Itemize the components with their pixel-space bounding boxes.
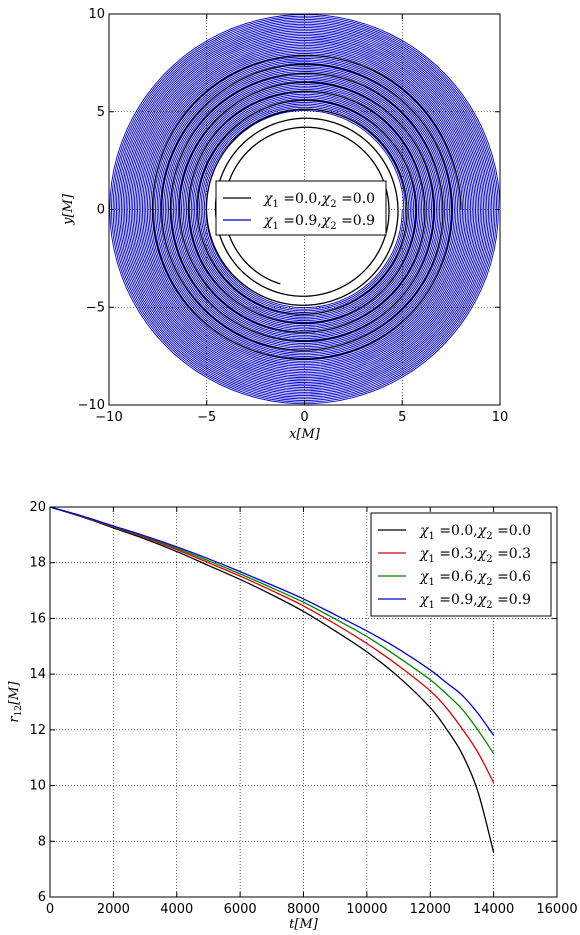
y-axis-label: r12[M] <box>7 681 24 723</box>
x-tick-label: 4000 <box>160 902 193 917</box>
y-axis-label: y[M] <box>61 193 76 226</box>
series-line-2 <box>49 506 495 754</box>
y-tick-label: 14 <box>29 667 46 682</box>
legend-label: χ1 =0.0,χ2 =0.0 <box>419 523 531 542</box>
series-line-3 <box>49 506 495 736</box>
y-tick-label: 0 <box>97 203 105 218</box>
legend: χ1 =0.0,χ2 =0.0 χ1 =0.9,χ2 =0.9 <box>215 180 387 236</box>
x-tick-label: 10000 <box>346 902 387 917</box>
y-tick-label: −5 <box>86 300 105 315</box>
y-tick-label: 20 <box>29 500 46 515</box>
series-line-spin-0.0 <box>151 54 462 360</box>
y-tick-label: 8 <box>38 834 46 849</box>
x-tick-label: −5 <box>197 410 216 425</box>
y-tick-label: 12 <box>29 723 46 738</box>
series-line-0 <box>49 506 495 853</box>
legend-label: χ1 =0.9,χ2 =0.9 <box>263 213 375 232</box>
y-tick-label: 16 <box>29 611 46 626</box>
x-tick-label: 2000 <box>97 902 130 917</box>
legend-label: χ1 =0.3,χ2 =0.3 <box>419 546 531 565</box>
y-tick-label: 5 <box>97 105 105 120</box>
y-tick-label: 10 <box>29 779 46 794</box>
legend-box <box>215 180 387 236</box>
legend-label: χ1 =0.9,χ2 =0.9 <box>419 592 531 611</box>
x-tick-label: 14000 <box>473 902 514 917</box>
series-line-1 <box>49 506 495 784</box>
x-tick-label: 6000 <box>224 902 257 917</box>
x-tick-label: 12000 <box>410 902 451 917</box>
x-tick-label: 5 <box>398 410 406 425</box>
legend-label: χ1 =0.0,χ2 =0.0 <box>263 191 375 210</box>
y-tick-label: 10 <box>88 7 105 22</box>
x-axis-label: x[M] <box>289 427 321 442</box>
separation-plot: 0 2000 4000 6000 8000 10000 12000 14000 16000 6 8 1… <box>7 500 578 932</box>
x-tick-label: 0 <box>46 902 54 917</box>
orbit-plot: −10 −5 0 5 10 −10 −5 0 5 10 x[M] y[M] χ1 =0.0,χ2 =0.… <box>61 7 508 442</box>
y-tick-label: 6 <box>38 890 46 905</box>
x-tick-label: 10 <box>492 410 509 425</box>
y-tick-label: 18 <box>29 556 46 571</box>
y-tick-label: −10 <box>78 398 105 413</box>
legend-label: χ1 =0.6,χ2 =0.6 <box>419 569 531 588</box>
x-tick-label: 16000 <box>536 902 577 917</box>
legend: χ1 =0.0,χ2 =0.0 χ1 =0.3,χ2 =0.3 χ1 =0.6,χ2… <box>370 512 552 617</box>
x-tick-label: 0 <box>300 410 308 425</box>
x-tick-label: −10 <box>95 410 122 425</box>
x-tick-label: 8000 <box>287 902 320 917</box>
x-axis-label: t[M] <box>289 917 319 932</box>
